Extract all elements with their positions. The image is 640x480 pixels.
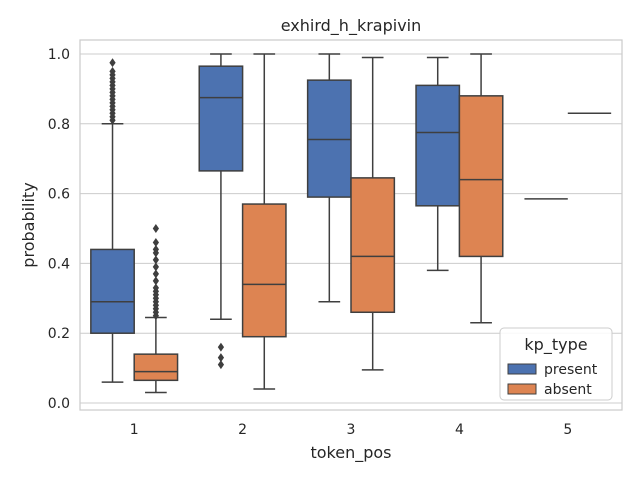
box-absent-3 xyxy=(350,56,396,371)
x-tick-label: 2 xyxy=(238,422,247,438)
flier-point xyxy=(109,66,116,76)
y-tick-labels: 0.0 0.2 0.4 0.6 0.8 1.0 xyxy=(48,47,70,412)
box-body xyxy=(90,248,135,334)
y-tick-label: 1.0 xyxy=(48,47,70,63)
x-tick-label: 3 xyxy=(347,422,356,438)
flier-point xyxy=(152,269,160,279)
y-tick-label: 0.4 xyxy=(48,256,70,272)
flier-point xyxy=(152,276,160,286)
box-absent-4 xyxy=(458,53,504,324)
y-tick-label: 0.6 xyxy=(48,187,70,203)
flier-point xyxy=(152,283,160,293)
box-series xyxy=(90,53,612,394)
box-present-4 xyxy=(415,56,461,272)
series-present xyxy=(90,53,568,383)
series-absent xyxy=(133,53,612,394)
x-tick-label: 1 xyxy=(130,422,139,438)
y-axis-label: probability xyxy=(19,182,38,267)
box-body xyxy=(133,353,179,382)
box-absent-2 xyxy=(241,53,287,390)
y-tick-label: 0.2 xyxy=(48,326,70,342)
x-axis-label: token_pos xyxy=(310,443,391,463)
box-absent-1 xyxy=(133,224,179,394)
legend-swatch-present xyxy=(507,363,537,375)
legend-label-absent: absent xyxy=(544,382,592,398)
flier-point xyxy=(217,342,225,352)
flier-point xyxy=(217,353,225,363)
box-present-2 xyxy=(198,53,244,370)
chart-title: exhird_h_krapivin xyxy=(281,16,422,36)
flier-point xyxy=(152,262,160,272)
box-body xyxy=(198,65,244,172)
y-tick-label: 0.8 xyxy=(48,117,70,133)
box-body xyxy=(306,79,352,198)
legend-box xyxy=(499,327,613,401)
x-tick-labels: 1 2 3 4 5 xyxy=(130,422,573,438)
x-tick-label: 5 xyxy=(563,422,572,438)
flier-point xyxy=(217,360,225,370)
box-body xyxy=(458,95,504,258)
box-present-3 xyxy=(306,53,352,303)
legend-title: kp_type xyxy=(524,335,587,355)
box-body xyxy=(350,177,396,314)
flier-point xyxy=(109,58,116,68)
flier-point xyxy=(152,244,160,254)
y-tick-label: 0.0 xyxy=(48,396,70,412)
box-body xyxy=(415,84,461,207)
flier-point xyxy=(152,224,160,233)
box-body xyxy=(241,203,287,338)
legend-swatch-absent xyxy=(507,383,537,395)
flier-point xyxy=(152,255,160,265)
flier-point xyxy=(152,237,160,247)
box-present-1 xyxy=(90,58,135,383)
plot-frame xyxy=(79,39,623,411)
x-tick-label: 4 xyxy=(455,422,464,438)
legend-label-present: present xyxy=(544,362,598,378)
